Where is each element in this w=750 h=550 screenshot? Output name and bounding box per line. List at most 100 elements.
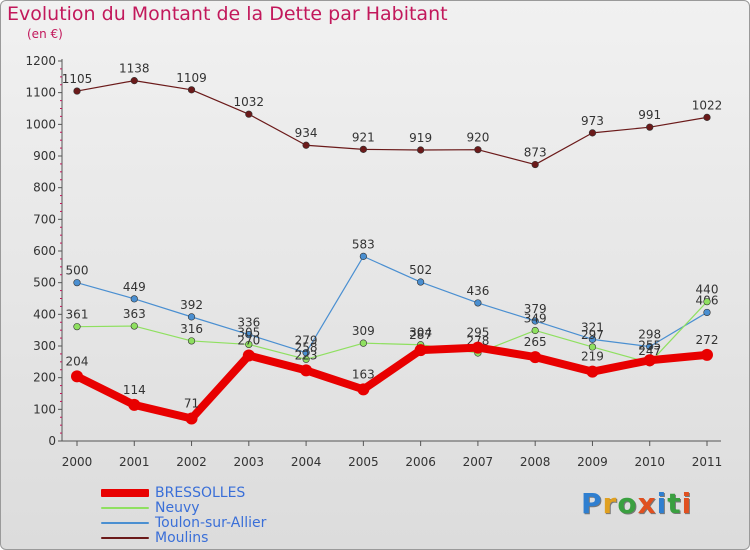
x-tick-label: 2004 xyxy=(291,455,322,469)
data-label: 449 xyxy=(123,280,146,294)
x-tick-label: 2003 xyxy=(234,455,265,469)
data-point xyxy=(187,86,196,94)
x-tick-label: 2010 xyxy=(634,455,665,469)
data-label: 223 xyxy=(295,348,318,362)
x-tick-label: 2005 xyxy=(348,455,379,469)
data-point xyxy=(359,145,367,153)
data-label: 502 xyxy=(409,263,432,277)
data-point xyxy=(643,354,656,367)
data-label: 349 xyxy=(524,311,547,325)
data-label: 392 xyxy=(180,298,203,312)
data-point xyxy=(302,355,310,363)
data-label: 304 xyxy=(409,326,432,340)
y-tick-label: 1000 xyxy=(25,117,56,131)
series-line-neuvy xyxy=(76,301,708,364)
logo-letter: P xyxy=(581,487,603,520)
x-tick-label: 2002 xyxy=(176,455,207,469)
data-point xyxy=(414,344,427,357)
data-label: 1022 xyxy=(692,98,723,112)
data-point xyxy=(703,113,711,121)
data-label: 309 xyxy=(352,324,375,338)
data-label: 279 xyxy=(295,334,318,348)
data-point xyxy=(586,365,599,378)
data-point xyxy=(245,331,253,339)
data-point xyxy=(130,77,138,85)
x-tick-label: 2008 xyxy=(520,455,551,469)
data-point xyxy=(529,351,542,364)
data-point xyxy=(417,278,425,286)
data-point xyxy=(187,337,196,345)
legend-label: BRESSOLLES xyxy=(155,484,246,501)
data-point xyxy=(73,279,81,287)
data-point xyxy=(531,317,539,325)
data-label: 500 xyxy=(66,264,89,278)
data-point xyxy=(588,129,597,137)
data-point xyxy=(357,383,370,396)
data-point xyxy=(73,87,81,95)
legend-label: Moulins xyxy=(155,529,209,546)
data-point xyxy=(359,339,367,347)
y-tick-label: 1100 xyxy=(25,86,56,100)
legend-swatch xyxy=(101,521,149,524)
data-label: 1109 xyxy=(176,71,207,85)
data-label: 336 xyxy=(237,316,260,330)
logo-letter: r xyxy=(602,487,618,520)
legend-item: Neuvy xyxy=(101,499,266,516)
data-point xyxy=(130,295,138,303)
data-label: 270 xyxy=(237,334,260,348)
x-tick-label: 2006 xyxy=(405,455,436,469)
data-point xyxy=(245,340,253,349)
data-point xyxy=(185,412,198,425)
data-label: 204 xyxy=(66,354,89,368)
data-label: 934 xyxy=(295,126,318,140)
data-point xyxy=(187,313,196,321)
series-line-moulins xyxy=(76,80,708,166)
legend-item: Moulins xyxy=(101,529,266,546)
data-label: 361 xyxy=(66,308,89,322)
data-label: 873 xyxy=(524,146,547,160)
proxiti-logo: Proxiti xyxy=(581,487,692,520)
series-line-toulon-sur-allier xyxy=(76,255,708,354)
y-tick-label: 900 xyxy=(33,149,56,163)
chart-legend: BRESSOLLES Neuvy Toulon-sur-Allier Moulins xyxy=(101,484,266,546)
data-label: 247 xyxy=(638,344,661,358)
logo-letter: i xyxy=(681,487,693,520)
logo-letter: i xyxy=(656,487,668,520)
data-label: 440 xyxy=(696,283,719,297)
x-tick-label: 2000 xyxy=(62,455,93,469)
data-label: 298 xyxy=(638,328,661,342)
data-point xyxy=(417,146,425,154)
data-label: 321 xyxy=(581,320,604,334)
data-label: 973 xyxy=(581,114,604,128)
data-point xyxy=(531,160,539,169)
data-label: 379 xyxy=(524,302,547,316)
data-point xyxy=(359,252,367,260)
x-tick-label: 2007 xyxy=(463,455,494,469)
legend-swatch xyxy=(101,506,149,509)
data-label: 1138 xyxy=(119,62,150,76)
data-point xyxy=(588,335,597,343)
data-label: 991 xyxy=(638,108,661,122)
legend-label: Neuvy xyxy=(155,499,200,516)
data-point xyxy=(300,364,313,377)
legend-item: BRESSOLLES xyxy=(101,484,266,501)
data-label: 297 xyxy=(581,328,604,342)
data-label: 287 xyxy=(409,328,432,342)
data-point xyxy=(471,341,484,354)
data-label: 363 xyxy=(123,307,146,321)
logo-letter: o xyxy=(617,487,638,520)
x-tick-label: 2009 xyxy=(577,455,608,469)
data-label: 114 xyxy=(123,383,146,397)
data-point xyxy=(474,299,482,307)
data-label: 258 xyxy=(295,340,318,354)
data-point xyxy=(245,110,253,118)
logo-letter: t xyxy=(667,487,682,520)
data-point xyxy=(531,326,539,335)
data-point xyxy=(646,343,654,351)
data-label: 1105 xyxy=(62,72,93,86)
y-tick-label: 200 xyxy=(33,371,56,385)
data-point xyxy=(130,322,138,330)
y-tick-label: 300 xyxy=(33,339,56,353)
